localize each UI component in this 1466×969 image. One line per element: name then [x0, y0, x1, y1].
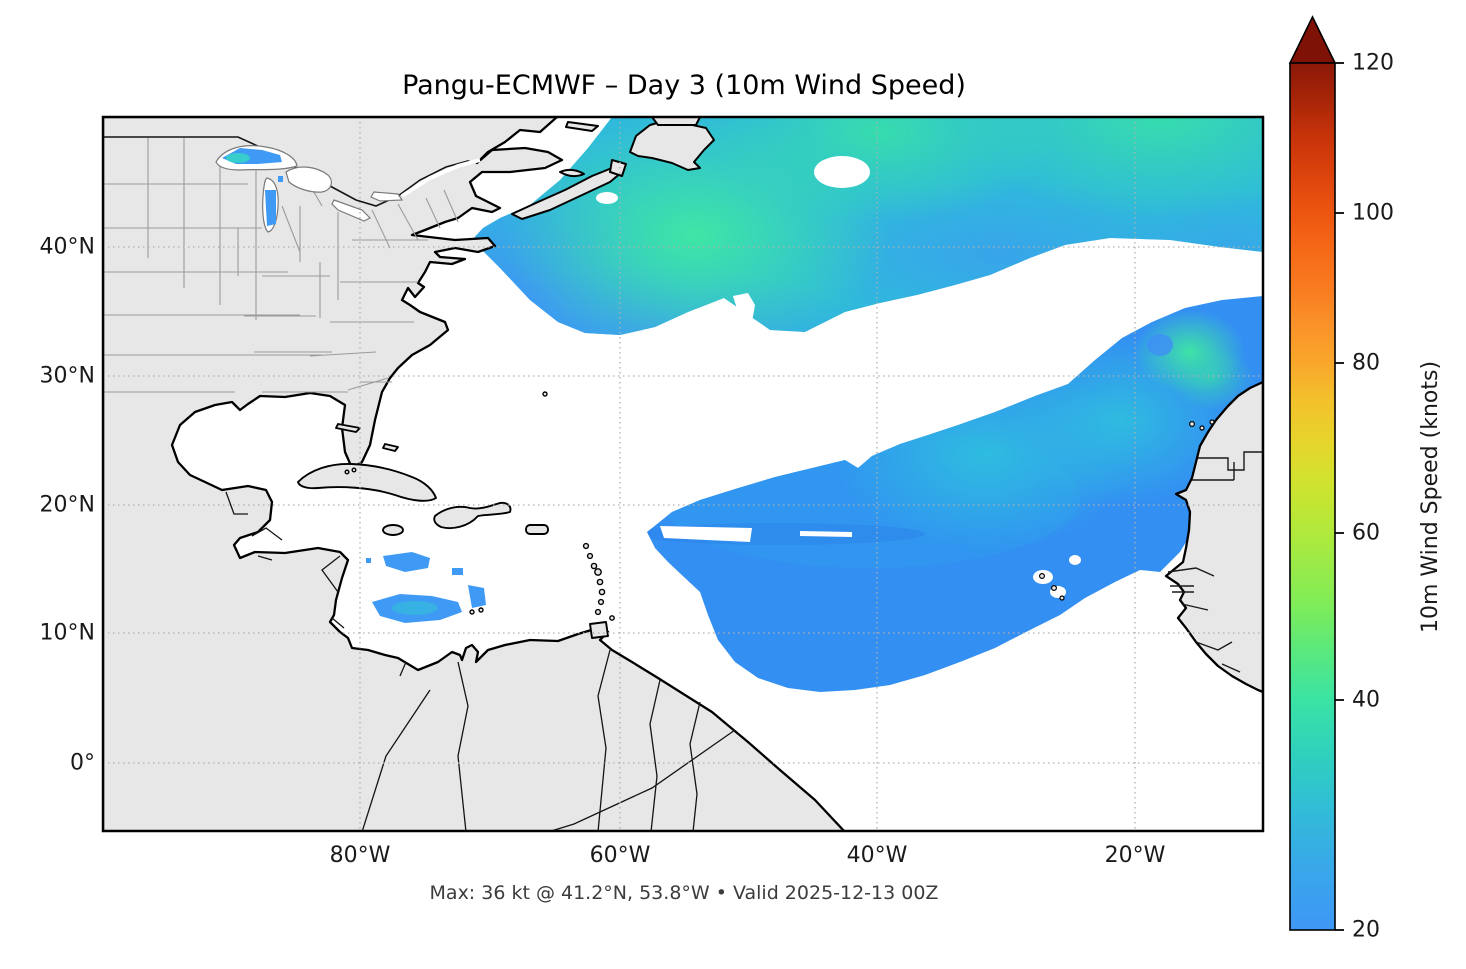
state-borders [103, 138, 459, 393]
max-value-caption: Max: 36 kt @ 41.2°N, 53.8°W • Valid 2025… [429, 882, 939, 904]
wind-patches-lakes [222, 148, 283, 226]
chart-title: Pangu-ECMWF – Day 3 (10m Wind Speed) [402, 70, 966, 101]
y-tick-10n: 10°N [39, 620, 95, 646]
colorbar-axis-label: 10m Wind Speed (knots) [1418, 360, 1443, 634]
gridlines [103, 117, 1263, 831]
americas-landmass [103, 117, 846, 831]
colorbar-tick-80: 80 [1352, 350, 1380, 376]
colorbar-tick-120: 120 [1352, 50, 1394, 76]
africa-borders [1167, 451, 1263, 673]
africa-landmass [1164, 380, 1263, 694]
y-tick-30n: 30°N [39, 363, 95, 389]
colorbar-tick-100: 100 [1352, 200, 1394, 226]
atlantic-canada [511, 117, 715, 220]
x-tick-60w: 60°W [589, 843, 651, 868]
y-tick-40n: 40°N [39, 234, 95, 260]
colorbar-gradient [1289, 62, 1336, 931]
st-lawrence-river [400, 158, 481, 198]
x-tick-40w: 40°W [846, 843, 908, 868]
country-borders [225, 491, 736, 831]
colorbar-tick-20: 20 [1352, 917, 1380, 943]
colorbar-tick-60: 60 [1352, 520, 1380, 546]
colorbar-tick-marks [1335, 62, 1344, 931]
y-tick-20n: 20°N [39, 492, 95, 518]
plot-frame [101, 115, 1265, 833]
x-tick-80w: 80°W [329, 843, 391, 868]
calm-hole [814, 156, 870, 188]
x-tick-20w: 20°W [1104, 843, 1166, 868]
lesser-antilles [344, 391, 615, 621]
colorbar-tick-40: 40 [1352, 687, 1380, 713]
y-tick-0: 0° [70, 750, 95, 776]
caribbean-islands [297, 423, 609, 639]
colorbar [1288, 15, 1344, 931]
canary-islands [1038, 419, 1215, 601]
colorbar-extend-arrow [1288, 15, 1337, 64]
